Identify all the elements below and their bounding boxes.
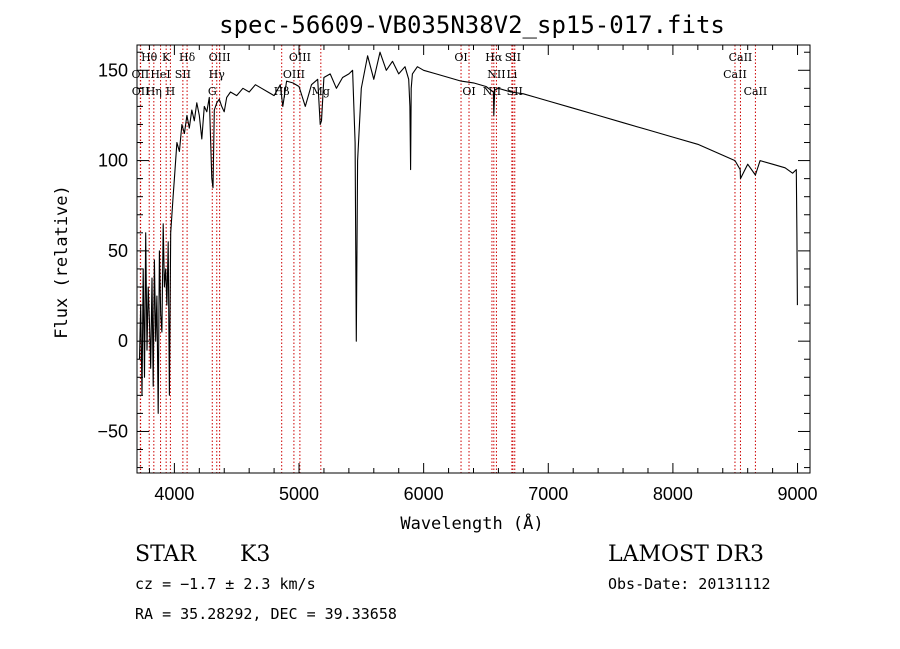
x-axis-label: Wavelength (Å) [400, 512, 543, 534]
y-tick-label-0: −50 [97, 421, 128, 441]
redshift-velocity: cz = −1.7 ± 2.3 km/s [135, 575, 316, 593]
x-tick-label-3: 7000 [528, 484, 568, 504]
line-label-21: Hβ [274, 85, 290, 98]
line-label-20: G [208, 85, 217, 98]
observation-date: Obs-Date: 20131112 [608, 575, 771, 593]
line-label-15: Li [506, 68, 517, 81]
plot-area [138, 51, 798, 414]
line-label-3: OIII [209, 51, 231, 64]
y-tick-label-4: 150 [98, 60, 128, 80]
line-label-18: Hη [146, 85, 162, 98]
x-tick-label-4: 8000 [653, 484, 693, 504]
x-tick-label-2: 6000 [404, 484, 444, 504]
line-label-8: CaII [729, 51, 753, 64]
line-label-17: OII [132, 85, 150, 98]
survey-name: LAMOST DR3 [608, 542, 764, 567]
object-class: STAR [135, 542, 197, 567]
line-label-2: Hδ [179, 51, 196, 64]
line-label-14: NII [487, 68, 505, 81]
line-label-16: CaII [723, 68, 747, 81]
line-label-22: Mg [312, 85, 330, 98]
chart-title: spec-56609-VB035N38V2_sp15-017.fits [219, 11, 725, 39]
line-label-24: NII [483, 85, 501, 98]
line-label-5: OI [454, 51, 467, 64]
x-tick-label-5: 9000 [778, 484, 818, 504]
line-label-13: OIII [283, 68, 305, 81]
line-label-7: SII [505, 51, 521, 64]
line-label-0: Hθ [141, 51, 158, 64]
y-tick-label-1: 0 [118, 331, 128, 351]
y-axis-label: Flux (relative) [52, 185, 72, 339]
x-tick-label-0: 4000 [154, 484, 194, 504]
line-label-19: H [166, 85, 176, 98]
coordinates: RA = 35.28292, DEC = 39.33658 [135, 605, 397, 623]
line-label-10: HeI [150, 68, 170, 81]
line-label-12: Hγ [209, 68, 226, 81]
plot-frame [136, 44, 811, 474]
spectral-line-markers [139, 45, 756, 473]
line-label-23: OI [462, 85, 475, 98]
line-label-4: OIII [289, 51, 311, 64]
line-label-6: Hα [485, 51, 503, 64]
y-tick-label-3: 100 [98, 151, 128, 171]
line-label-26: CaII [744, 85, 768, 98]
line-label-1: K [162, 51, 171, 64]
spectrum-line [138, 51, 798, 414]
axis-ticks: 4000 5000 6000 7000 8000 9000 −50 0 50 100 150 [97, 45, 818, 504]
line-label-25: SII [507, 85, 523, 98]
line-label-11: SII [175, 68, 191, 81]
line-label-9: OII [132, 68, 150, 81]
x-tick-label-1: 5000 [279, 484, 319, 504]
y-tick-label-2: 50 [108, 241, 128, 261]
object-subclass: K3 [240, 542, 270, 567]
